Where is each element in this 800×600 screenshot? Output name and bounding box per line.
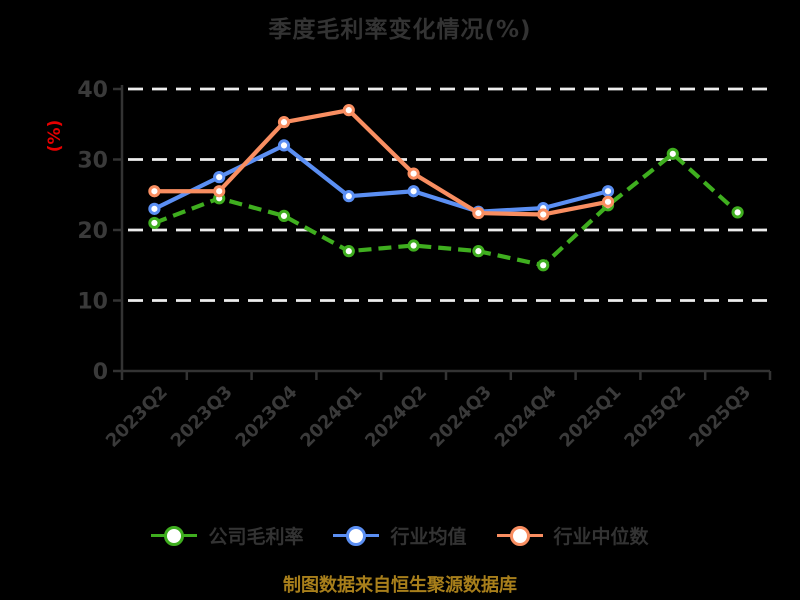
circle-marker-icon [509, 525, 530, 546]
y-axis-unit-label: (%) [45, 120, 65, 153]
y-tick-label: 0 [93, 360, 108, 385]
data-point [537, 259, 550, 272]
data-point [666, 147, 679, 160]
x-tick-label: 2024Q1 [296, 382, 366, 452]
legend-item-company-gross-margin: 公司毛利率 [151, 522, 303, 549]
x-tick-label: 2025Q3 [685, 382, 755, 452]
legend-label-industry-average: 行业均值 [390, 526, 467, 548]
circle-marker-icon [164, 525, 185, 546]
series-line [153, 143, 609, 214]
data-point [537, 208, 550, 221]
circle-marker-icon [346, 525, 367, 546]
data-point [472, 206, 485, 220]
legend-item-industry-median: 行业中位数 [496, 522, 649, 549]
x-tick-label: 2024Q4 [491, 382, 561, 452]
legend-marker-industry-median-icon [496, 525, 543, 547]
data-point [342, 190, 355, 203]
chart-title: 季度毛利率变化情况(%) [268, 17, 532, 43]
legend-marker-industry-average-icon [333, 525, 380, 547]
source-caption: 制图数据来自恒生聚源数据库 [283, 575, 517, 596]
legend-label-company: 公司毛利率 [208, 526, 304, 548]
data-point [342, 104, 355, 117]
x-tick-label: 2024Q2 [361, 382, 431, 452]
data-point [213, 171, 226, 184]
x-tick-label: 2025Q1 [556, 382, 626, 452]
data-point [407, 239, 420, 252]
x-tick-label: 2023Q4 [232, 382, 302, 452]
x-tick-label: 2024Q3 [426, 382, 496, 452]
legend: 公司毛利率 行业均值 行业中位数 [0, 522, 800, 549]
series-line [153, 151, 740, 268]
data-point [277, 139, 291, 152]
x-tick-label: 2023Q3 [167, 382, 237, 452]
data-point [731, 206, 744, 219]
data-point [277, 209, 291, 222]
legend-marker-company-icon [151, 525, 198, 547]
data-point [148, 216, 161, 230]
series-line [154, 108, 609, 217]
x-tick-label: 2023Q2 [102, 382, 172, 452]
y-tick-label: 10 [77, 290, 108, 315]
axes [120, 85, 770, 373]
series-industry-average [148, 139, 615, 218]
data-point [472, 245, 485, 258]
series-industry-median [148, 104, 615, 221]
data-point [601, 195, 615, 208]
legend-label-industry-median: 行业中位数 [553, 526, 649, 548]
data-point [148, 185, 161, 198]
y-tick-label: 20 [77, 219, 108, 244]
y-tick-label: 40 [77, 78, 108, 103]
x-tick-label: 2025Q2 [620, 382, 690, 452]
y-tick-label: 30 [77, 149, 108, 174]
data-point [213, 185, 226, 198]
legend-item-industry-average: 行业均值 [333, 522, 467, 549]
data-point [407, 167, 420, 180]
data-point [277, 116, 291, 129]
data-point [601, 185, 615, 198]
data-point [407, 185, 420, 198]
data-point [342, 245, 355, 258]
data-point [148, 202, 161, 215]
